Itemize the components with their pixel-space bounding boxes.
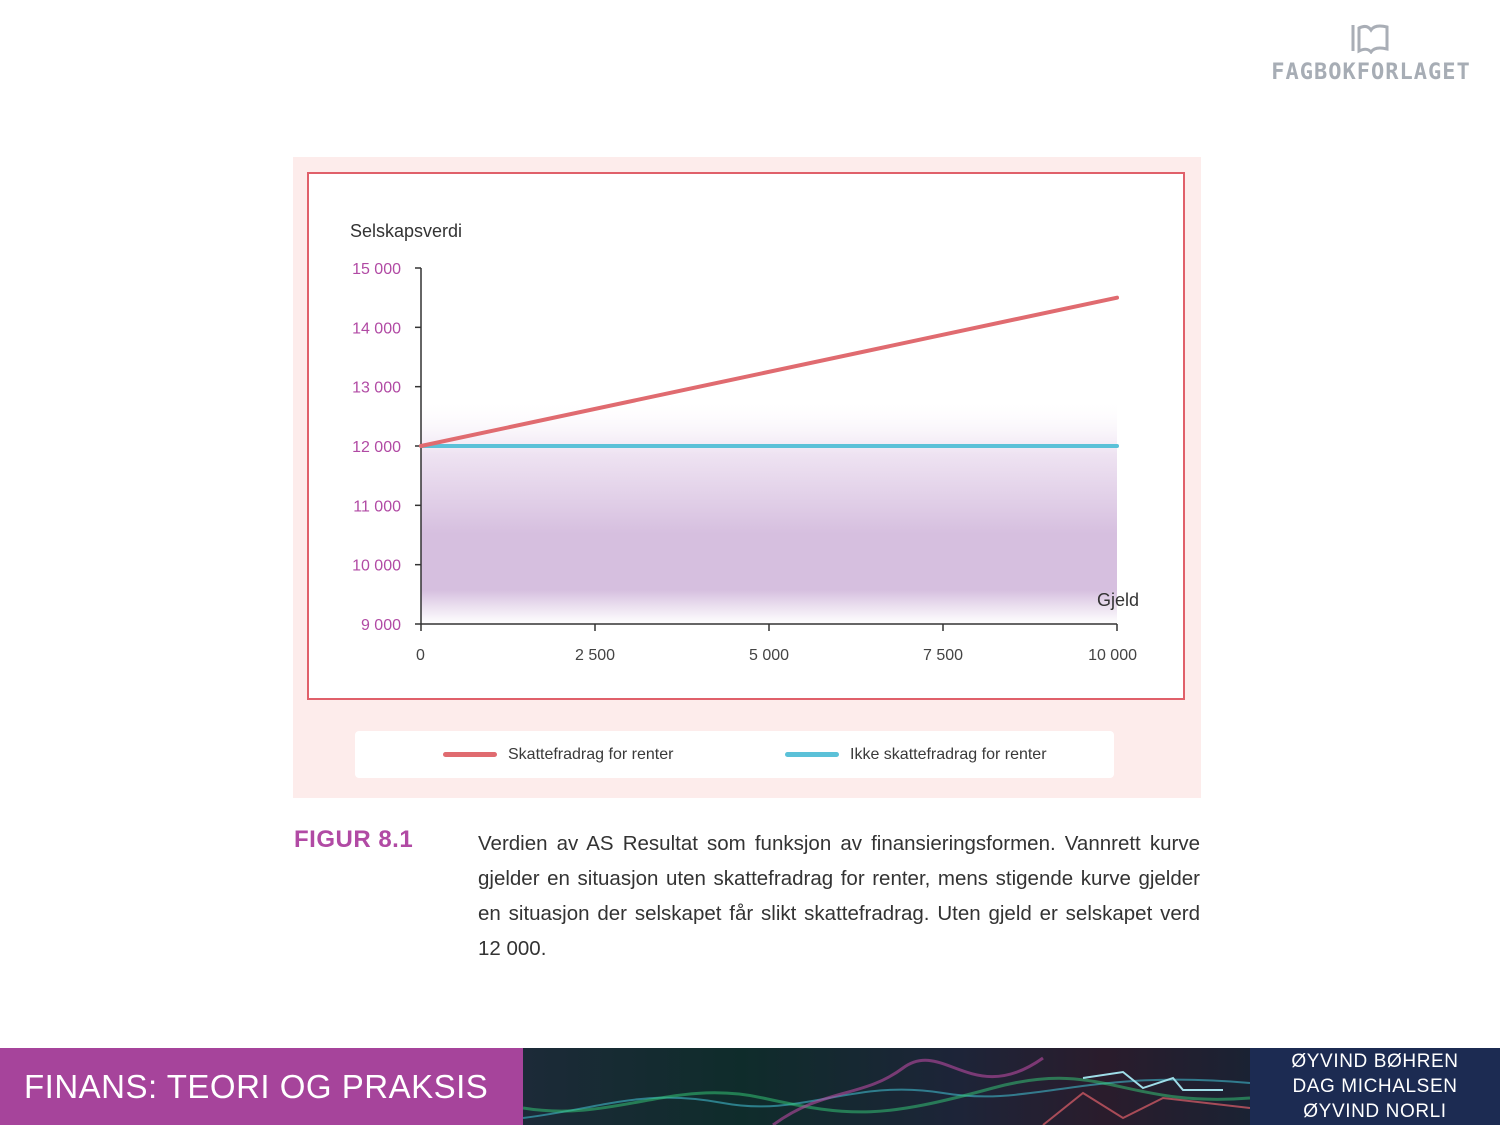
x-tick-label: 5 000 [749, 647, 789, 664]
book-title: FINANS: TEORI OG PRAKSIS [0, 1048, 523, 1125]
y-tick-label: 9 000 [361, 617, 401, 634]
decorative-finance-graph-image [523, 1048, 1250, 1125]
legend-item-skattefradrag: Skattefradrag for renter [443, 731, 673, 778]
author-name: ØYVIND NORLI [1303, 1101, 1447, 1122]
y-tick-label: 13 000 [352, 380, 401, 397]
y-tick-label: 10 000 [352, 558, 401, 575]
y-tick-label: 15 000 [352, 261, 401, 278]
legend-label: Skattefradrag for renter [508, 745, 674, 763]
line-chart: 9 000 10 000 11 000 12 000 13 000 14 000 15 00… [350, 221, 1139, 664]
x-tick-label: 2 500 [575, 647, 615, 664]
legend-swatch-red [443, 752, 497, 757]
x-tick-label: 10 000 [1088, 647, 1137, 664]
legend-item-ikke-skattefradrag: Ikke skattefradrag for renter [785, 731, 1047, 778]
x-axis-label: Gjeld [1097, 590, 1139, 610]
y-tick-label: 11 000 [353, 498, 401, 515]
figure-panel: 9 000 10 000 11 000 12 000 13 000 14 000 15 00… [293, 157, 1201, 798]
figure-label: FIGUR 8.1 [294, 826, 414, 853]
legend-swatch-blue [785, 752, 839, 757]
legend-label: Ikke skattefradrag for renter [850, 745, 1047, 763]
gradient-fill-area [421, 398, 1117, 624]
x-tick-label: 0 [416, 647, 425, 664]
chart-legend: Skattefradrag for renter Ikke skattefrad… [355, 731, 1114, 778]
footer-bar: FINANS: TEORI OG PRAKSIS ØYVIND BØHREN D… [0, 1048, 1500, 1125]
x-tick-label: 7 500 [923, 647, 963, 664]
author-name: ØYVIND BØHREN [1291, 1051, 1459, 1072]
figure-caption: Verdien av AS Resultat som funksjon av f… [478, 832, 1200, 960]
publisher-name: FAGBOKFORLAGET [1271, 60, 1471, 85]
series-line-skattefradrag [419, 295, 1119, 448]
author-list: ØYVIND BØHREN DAG MICHALSEN ØYVIND NORLI [1250, 1048, 1500, 1125]
chart-frame: 9 000 10 000 11 000 12 000 13 000 14 000 15 00… [307, 172, 1185, 700]
y-axis-label: Selskapsverdi [350, 221, 462, 241]
book-logo-icon [1351, 24, 1389, 54]
publisher-logo: FAGBOKFORLAGET [1266, 22, 1476, 85]
y-tick-label: 14 000 [352, 320, 401, 337]
y-tick-label: 12 000 [352, 439, 401, 456]
author-name: DAG MICHALSEN [1292, 1076, 1458, 1097]
